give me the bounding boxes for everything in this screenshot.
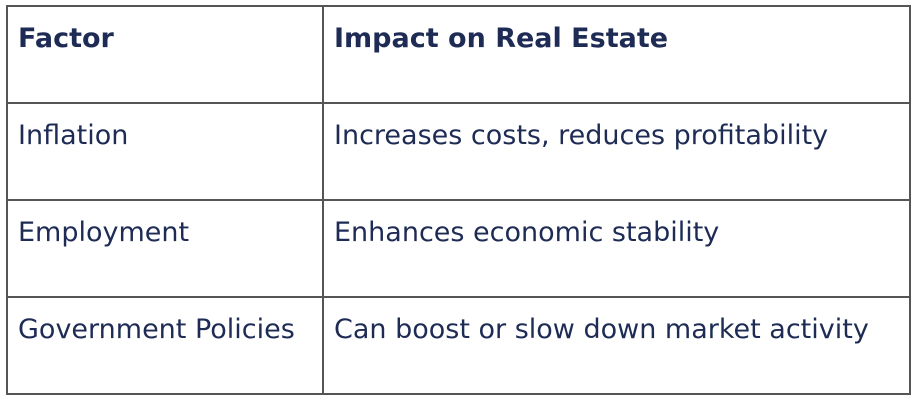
table-cell: Increases costs, reduces profitability <box>322 102 911 201</box>
table-cell: Inflation <box>6 102 324 201</box>
header-cell: Factor <box>6 5 324 104</box>
table-cell: Enhances economic stability <box>322 199 911 298</box>
header-cell: Impact on Real Estate <box>322 5 911 104</box>
table-cell: Can boost or slow down market activity <box>322 296 911 395</box>
table-row: Employment Enhances economic stability <box>6 199 911 298</box>
table-cell: Employment <box>6 199 324 298</box>
table-row: Inflation Increases costs, reduces profit… <box>6 102 911 201</box>
table-body: Factor Impact on Real Estate Inflation Incr… <box>6 5 911 395</box>
header-row: Factor Impact on Real Estate <box>6 5 911 104</box>
table: Factor Impact on Real Estate Inflation Incr… <box>6 5 911 395</box>
table-cell: Government Policies <box>6 296 324 395</box>
table-row: Government Policies Can boost or slow dow… <box>6 296 911 395</box>
